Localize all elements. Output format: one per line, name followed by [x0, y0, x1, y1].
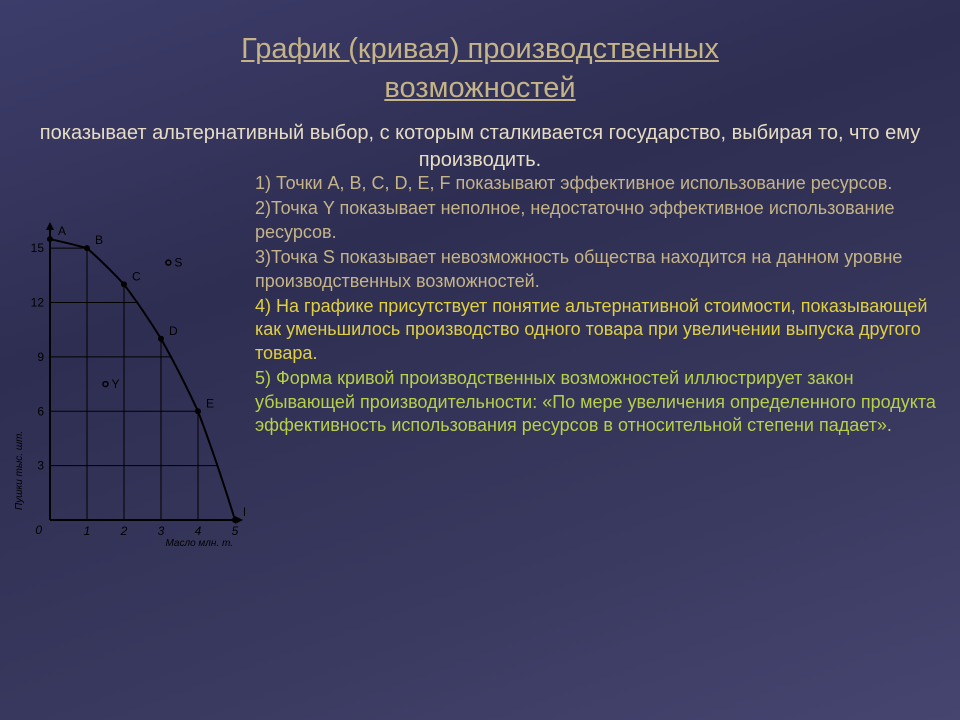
subtitle-text: показывает альтернативный выбор, с котор… [30, 120, 930, 174]
explain-item-1: 1) Точки A, B, C, D, E, F показывают эфф… [255, 172, 942, 195]
svg-text:C: C [132, 269, 141, 283]
explain-item-2: 2)Точка Y показывает неполное, недостато… [255, 197, 942, 244]
svg-text:9: 9 [37, 350, 44, 364]
svg-text:15: 15 [31, 241, 45, 255]
svg-text:2: 2 [120, 524, 128, 538]
svg-text:S: S [174, 256, 182, 270]
explain-item-3: 3)Точка S показывает невозможность общес… [255, 246, 942, 293]
svg-text:4: 4 [195, 524, 202, 538]
svg-text:Пушки тыс. шт.: Пушки тыс. шт. [14, 431, 25, 510]
svg-text:5: 5 [232, 524, 239, 538]
explain-item-5: 5) Форма кривой производственных возможн… [255, 367, 942, 437]
svg-text:Масло млн. т.: Масло млн. т. [165, 538, 233, 549]
svg-text:12: 12 [31, 296, 45, 310]
svg-text:3: 3 [158, 524, 165, 538]
title-line-2: возможностей [0, 69, 960, 108]
explanations: 1) Точки A, B, C, D, E, F показывают эфф… [255, 172, 942, 439]
svg-text:6: 6 [37, 404, 44, 418]
svg-text:Y: Y [112, 377, 120, 391]
title-line-1: График (кривая) производственных [0, 30, 960, 69]
svg-text:0: 0 [35, 523, 42, 537]
svg-text:D: D [169, 324, 178, 338]
title-block: График (кривая) производственных возможн… [0, 30, 960, 108]
svg-text:A: A [58, 224, 66, 238]
svg-text:3: 3 [37, 459, 44, 473]
explain-item-4: 4) На графике присутствует понятие альте… [255, 295, 942, 365]
svg-text:B: B [95, 233, 103, 247]
slide: График (кривая) производственных возможн… [0, 0, 960, 720]
svg-text:F: F [243, 505, 245, 519]
chart-svg: 0123453691215ABCDEFYSМасло млн. т.Пушки … [10, 220, 245, 550]
ppf-chart: 0123453691215ABCDEFYSМасло млн. т.Пушки … [10, 220, 245, 550]
svg-text:1: 1 [84, 524, 91, 538]
svg-text:E: E [206, 396, 214, 410]
